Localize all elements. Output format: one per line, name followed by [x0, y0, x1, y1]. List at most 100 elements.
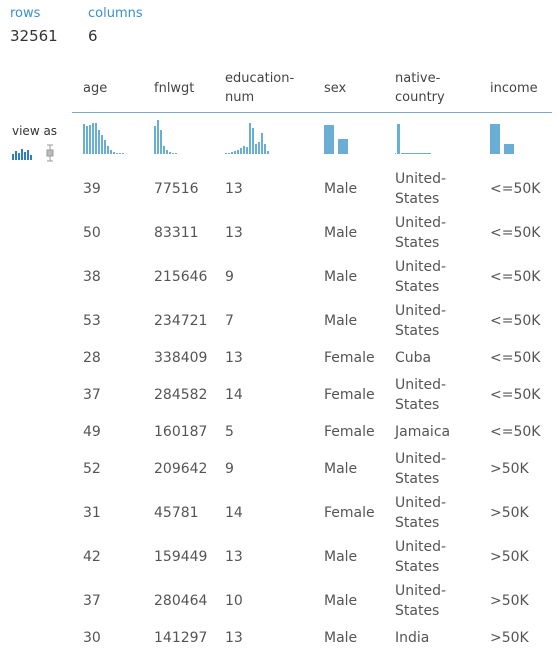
cell-text: United-States	[395, 451, 447, 487]
column-header-text: income	[490, 80, 538, 96]
column-header-text: native-country	[395, 71, 445, 105]
cell-text: Male	[324, 549, 358, 565]
cell: 50	[72, 211, 143, 255]
cell: 13	[214, 343, 313, 373]
cell-text: United-States	[395, 171, 447, 207]
histogram-icon[interactable]	[12, 149, 32, 160]
cell: >50K	[479, 491, 552, 535]
cell-text: United-States	[395, 539, 447, 575]
cell: 38	[72, 255, 143, 299]
cell: 7	[214, 299, 313, 343]
column-header: income	[479, 64, 552, 113]
cell-text: 13	[225, 350, 243, 366]
cell-text: 37	[83, 593, 101, 609]
cell-text: >50K	[490, 549, 529, 565]
histogram	[313, 113, 384, 168]
cell: 37	[72, 579, 143, 623]
cell: Female	[313, 491, 384, 535]
cell-text: <=50K	[490, 181, 541, 197]
view-as-label: view as	[12, 124, 58, 138]
cell: 39	[72, 167, 143, 211]
cell: Female	[313, 343, 384, 373]
cell-text: 234721	[154, 313, 208, 329]
cell: <=50K	[479, 299, 552, 343]
column-header: native-country	[384, 64, 479, 113]
cell-text: 141297	[154, 630, 208, 646]
boxplot-icon[interactable]	[46, 144, 54, 162]
cell: United-States	[384, 167, 479, 211]
cell: >50K	[479, 579, 552, 623]
cell: 9	[214, 447, 313, 491]
cell-text: >50K	[490, 593, 529, 609]
cell: >50K	[479, 447, 552, 491]
cell: >50K	[479, 535, 552, 579]
cell: 30	[72, 623, 143, 653]
cell: United-States	[384, 579, 479, 623]
cell-text: 7	[225, 313, 234, 329]
column-header: age	[72, 64, 143, 113]
rows-label: rows	[10, 6, 41, 21]
cell-text: Female	[324, 424, 375, 440]
cell: United-States	[384, 299, 479, 343]
column-header: fnlwgt	[143, 64, 214, 113]
cell: 42	[72, 535, 143, 579]
cell-text: 31	[83, 505, 101, 521]
data-row: 52 209642 9 Male United-States >50K	[72, 447, 552, 491]
cell: Male	[313, 579, 384, 623]
cell: Cuba	[384, 343, 479, 373]
cell-text: Male	[324, 269, 358, 285]
histogram	[214, 113, 313, 168]
cell-text: United-States	[395, 215, 447, 251]
data-row: 28 338409 13 Female Cuba <=50K	[72, 343, 552, 373]
cell: 215646	[143, 255, 214, 299]
rows-count: 32561	[10, 27, 58, 45]
cell: >50K	[479, 623, 552, 653]
cell-text: Male	[324, 593, 358, 609]
data-row: 31 45781 14 Female United-States >50K	[72, 491, 552, 535]
cell-text: <=50K	[490, 225, 541, 241]
cell-text: United-States	[395, 583, 447, 619]
cell: 284582	[143, 373, 214, 417]
cell-text: >50K	[490, 505, 529, 521]
data-row: 42 159449 13 Male United-States >50K	[72, 535, 552, 579]
cell-text: Female	[324, 505, 375, 521]
column-header-text: fnlwgt	[154, 80, 195, 96]
cell: <=50K	[479, 167, 552, 211]
cell-text: Male	[324, 461, 358, 477]
cell: India	[384, 623, 479, 653]
cell: Male	[313, 447, 384, 491]
cell: Female	[313, 373, 384, 417]
cell-text: 9	[225, 269, 234, 285]
cell-text: 28	[83, 350, 101, 366]
cell-text: >50K	[490, 630, 529, 646]
cell: <=50K	[479, 343, 552, 373]
cell: 9	[214, 255, 313, 299]
cell-text: <=50K	[490, 350, 541, 366]
cell: 77516	[143, 167, 214, 211]
cell: United-States	[384, 535, 479, 579]
cell-text: 52	[83, 461, 101, 477]
cell-text: 13	[225, 630, 243, 646]
cell-text: 284582	[154, 387, 208, 403]
cell-text: Female	[324, 387, 375, 403]
histogram	[72, 113, 143, 168]
cell: 53	[72, 299, 143, 343]
cell-text: 53	[83, 313, 101, 329]
cell-text: United-States	[395, 495, 447, 531]
cell-text: 14	[225, 505, 243, 521]
cell: 159449	[143, 535, 214, 579]
cell-text: India	[395, 630, 430, 646]
cell-text: 83311	[154, 225, 199, 241]
data-row: 37 280464 10 Male United-States >50K	[72, 579, 552, 623]
cell: Jamaica	[384, 417, 479, 447]
cell: 5	[214, 417, 313, 447]
cell: Male	[313, 211, 384, 255]
data-row: 39 77516 13 Male United-States <=50K	[72, 167, 552, 211]
cell-text: Female	[324, 350, 375, 366]
cell: 280464	[143, 579, 214, 623]
column-header-text: age	[83, 80, 108, 96]
cell: 45781	[143, 491, 214, 535]
column-header: sex	[313, 64, 384, 113]
cell: Male	[313, 623, 384, 653]
columns-count: 6	[88, 27, 98, 45]
